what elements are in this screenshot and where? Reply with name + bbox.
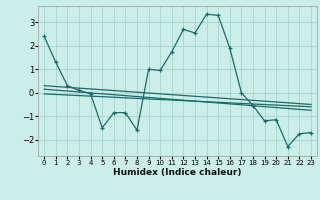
X-axis label: Humidex (Indice chaleur): Humidex (Indice chaleur) (113, 168, 242, 177)
